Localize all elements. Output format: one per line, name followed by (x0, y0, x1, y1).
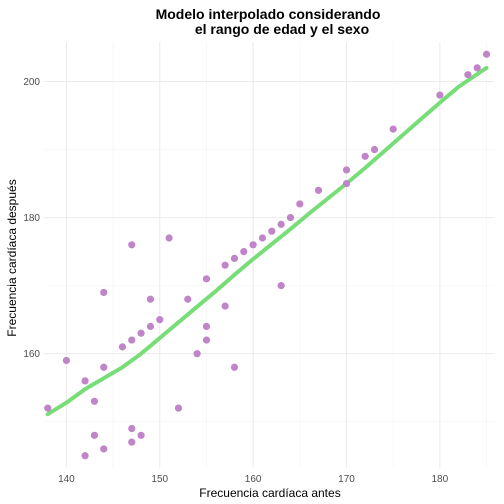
data-point (221, 302, 229, 310)
data-point (81, 452, 89, 460)
data-point (361, 152, 369, 160)
data-point (100, 288, 108, 297)
data-point (137, 329, 145, 337)
data-point (268, 227, 276, 235)
data-point (62, 356, 71, 365)
data-point (184, 295, 192, 303)
x-tick-label: 140 (58, 474, 75, 485)
data-point (137, 431, 145, 439)
data-point (436, 91, 444, 99)
data-point (277, 220, 285, 228)
data-point (342, 166, 351, 174)
data-point (258, 234, 267, 242)
data-point (464, 71, 472, 79)
data-point (202, 275, 211, 283)
data-point (146, 322, 155, 331)
data-point (165, 234, 173, 242)
data-point (230, 363, 239, 371)
data-point (156, 316, 164, 324)
fit-line-layer (45, 65, 489, 417)
data-point (389, 125, 397, 133)
data-point (370, 145, 379, 154)
y-tick-label: 160 (23, 349, 40, 360)
points-layer (44, 50, 491, 460)
data-point (230, 254, 239, 263)
x-tick-label: 180 (432, 474, 449, 485)
data-point (128, 241, 136, 249)
x-tick-label: 150 (151, 474, 168, 485)
data-point (90, 397, 99, 405)
data-point (90, 431, 99, 439)
data-point (146, 295, 155, 303)
data-point (202, 336, 211, 344)
data-point (473, 64, 481, 72)
fit-line (45, 65, 489, 417)
data-point (314, 186, 323, 194)
x-tick-label: 170 (338, 474, 355, 485)
data-point (249, 241, 257, 249)
tick-labels: 140 150 160 170 180 160 180 200 (23, 77, 448, 485)
grid (44, 42, 494, 468)
data-point (482, 50, 491, 58)
data-point (286, 213, 295, 222)
y-axis-title: Frecuencia cardíaca después (5, 179, 19, 336)
y-tick-label: 200 (23, 77, 40, 88)
data-point (100, 363, 108, 371)
data-point (128, 424, 136, 433)
data-point (240, 247, 248, 256)
data-point (81, 377, 89, 385)
data-point (44, 404, 52, 412)
data-point (128, 438, 136, 446)
x-tick-label: 160 (245, 474, 262, 485)
data-point (296, 200, 304, 208)
data-point (277, 282, 285, 290)
x-axis-title: Frecuencia cardíaca antes (199, 486, 340, 500)
chart-title-line2: el rango de edad y el sexo (195, 21, 369, 37)
data-point (118, 343, 127, 351)
data-point (342, 179, 351, 188)
data-point (221, 261, 229, 269)
data-point (202, 322, 211, 331)
data-point (100, 445, 108, 453)
y-tick-label: 180 (23, 213, 40, 224)
data-point (174, 404, 183, 412)
data-point (193, 350, 201, 358)
data-point (128, 336, 136, 344)
chart-title-line1: Modelo interpolado considerando (156, 6, 381, 22)
